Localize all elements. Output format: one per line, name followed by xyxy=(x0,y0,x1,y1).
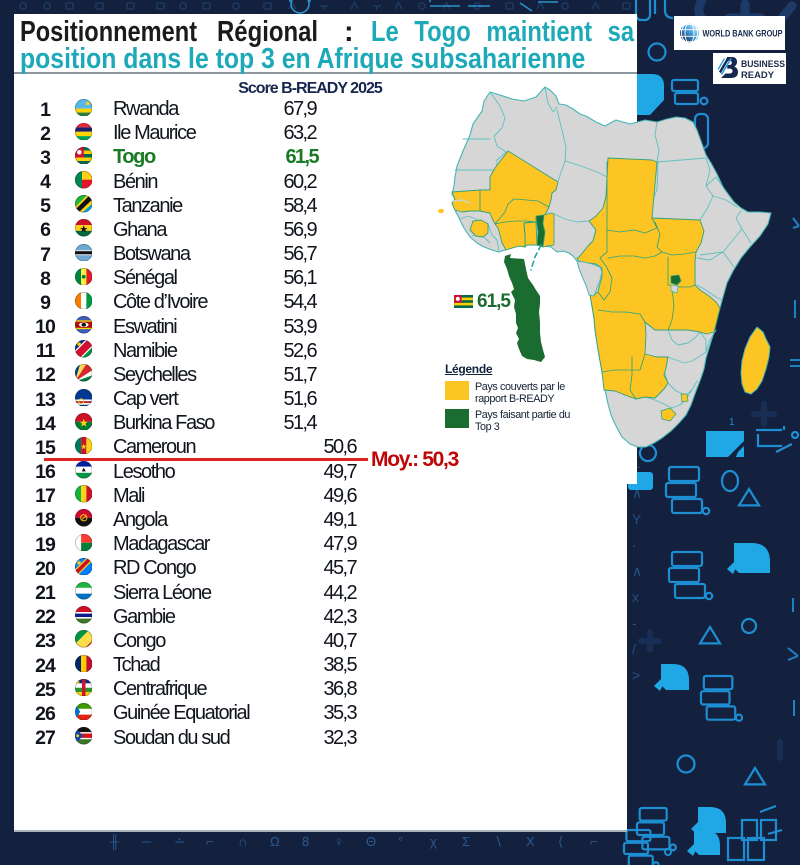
svg-text:⌐: ⌐ xyxy=(206,834,214,849)
svg-text:·: · xyxy=(632,537,637,553)
svg-text:>: > xyxy=(632,667,640,683)
svg-text:x: x xyxy=(632,589,639,605)
svg-text:∧: ∧ xyxy=(632,485,642,501)
svg-text:╫: ╫ xyxy=(109,834,120,850)
svg-text:─: ─ xyxy=(141,834,152,849)
svg-text:∖: ∖ xyxy=(494,834,502,849)
svg-text:χ: χ xyxy=(430,834,437,849)
svg-text:Y: Y xyxy=(632,511,642,527)
svg-text:BUSINESS: BUSINESS xyxy=(741,59,785,69)
svg-text:∸: ∸ xyxy=(174,834,185,849)
svg-text:READY: READY xyxy=(741,70,774,80)
svg-text:-: - xyxy=(632,615,637,631)
svg-text:61,5: 61,5 xyxy=(477,291,511,312)
svg-text:∧: ∧ xyxy=(632,563,642,579)
svg-text:X: X xyxy=(526,834,535,849)
svg-text:⟨: ⟨ xyxy=(558,834,563,849)
svg-text:⌐: ⌐ xyxy=(590,834,598,849)
svg-text:Ω: Ω xyxy=(270,834,280,849)
svg-text:WORLD BANK GROUP: WORLD BANK GROUP xyxy=(703,29,784,40)
svg-text:∩: ∩ xyxy=(238,834,247,849)
svg-text:♀: ♀ xyxy=(334,834,344,849)
svg-text:8: 8 xyxy=(302,834,309,849)
svg-text:1: 1 xyxy=(729,417,735,428)
svg-text:°: ° xyxy=(398,834,403,849)
svg-text:/: / xyxy=(632,641,636,657)
svg-text:Σ: Σ xyxy=(462,834,470,849)
svg-text:Θ: Θ xyxy=(366,834,376,849)
